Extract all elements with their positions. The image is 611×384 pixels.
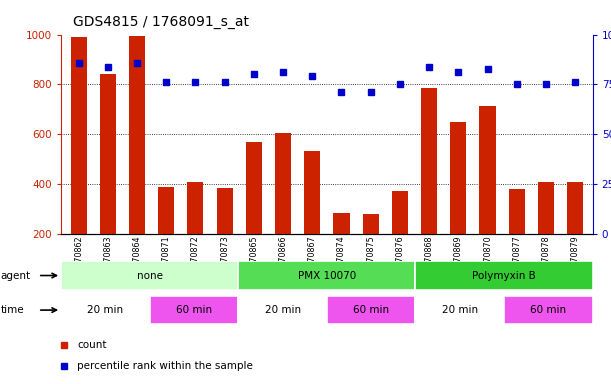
Bar bbox=[334, 213, 349, 284]
Text: agent: agent bbox=[1, 270, 31, 281]
Text: GDS4815 / 1768091_s_at: GDS4815 / 1768091_s_at bbox=[73, 15, 249, 29]
Text: 60 min: 60 min bbox=[530, 305, 566, 315]
Bar bbox=[538, 182, 554, 284]
Text: percentile rank within the sample: percentile rank within the sample bbox=[77, 361, 253, 371]
Text: Polymyxin B: Polymyxin B bbox=[472, 270, 536, 281]
Bar bbox=[61, 296, 150, 324]
Bar bbox=[217, 188, 233, 284]
Bar bbox=[509, 189, 525, 284]
Text: 20 min: 20 min bbox=[265, 305, 301, 315]
Text: 60 min: 60 min bbox=[353, 305, 389, 315]
Text: PMX 10070: PMX 10070 bbox=[298, 270, 356, 281]
Bar bbox=[150, 296, 238, 324]
Bar bbox=[450, 122, 466, 284]
Bar bbox=[421, 88, 437, 284]
Bar bbox=[61, 261, 238, 290]
Text: none: none bbox=[137, 270, 163, 281]
Text: 20 min: 20 min bbox=[442, 305, 478, 315]
Bar bbox=[504, 296, 593, 324]
Bar bbox=[246, 142, 262, 284]
Bar bbox=[363, 214, 379, 284]
Bar bbox=[188, 182, 203, 284]
Bar bbox=[392, 190, 408, 284]
Bar bbox=[238, 296, 327, 324]
Bar bbox=[304, 151, 320, 284]
Bar bbox=[158, 187, 174, 284]
Bar bbox=[567, 182, 583, 284]
Bar bbox=[100, 74, 116, 284]
Bar bbox=[275, 133, 291, 284]
Bar bbox=[415, 261, 593, 290]
Text: 20 min: 20 min bbox=[87, 305, 123, 315]
Bar bbox=[415, 296, 504, 324]
Bar bbox=[71, 37, 87, 284]
Text: time: time bbox=[1, 305, 24, 315]
Text: 60 min: 60 min bbox=[176, 305, 212, 315]
Bar bbox=[129, 36, 145, 284]
Bar bbox=[327, 296, 415, 324]
Text: count: count bbox=[77, 339, 106, 350]
Bar bbox=[480, 106, 496, 284]
Bar bbox=[238, 261, 415, 290]
